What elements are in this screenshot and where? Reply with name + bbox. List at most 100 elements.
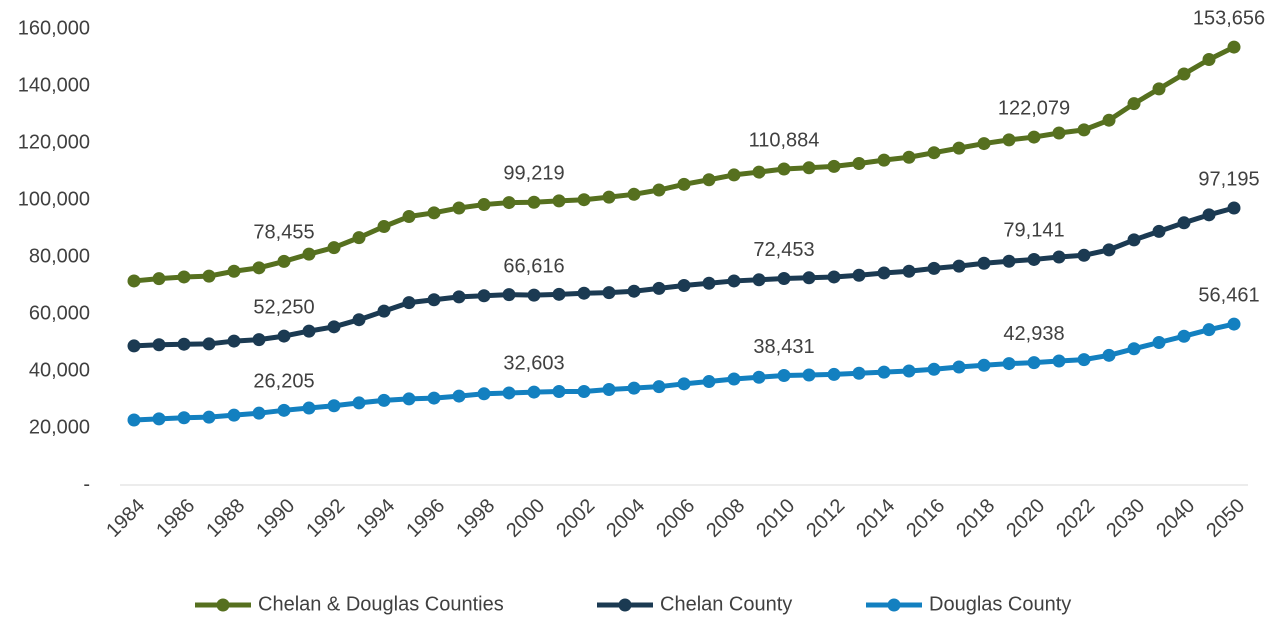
data-point [202, 337, 216, 351]
x-tick-label: 2030 [1102, 495, 1149, 542]
y-tick-label: 80,000 [29, 245, 90, 267]
data-point [702, 375, 716, 389]
data-point [502, 386, 516, 400]
data-point [652, 281, 666, 295]
data-label: 42,938 [1003, 323, 1064, 345]
x-tick-label: 1998 [452, 495, 499, 542]
data-point [702, 173, 716, 187]
data-point [352, 231, 366, 245]
data-point [1027, 130, 1041, 144]
data-point [127, 274, 141, 288]
data-point [777, 272, 791, 286]
data-point [477, 289, 491, 303]
data-point [627, 187, 641, 201]
data-point [577, 385, 591, 399]
x-tick-label: 2008 [702, 495, 749, 542]
data-point [277, 254, 291, 268]
data-point [527, 385, 541, 399]
legend-marker [887, 598, 901, 612]
data-label: 153,656 [1193, 7, 1265, 29]
data-point [1127, 97, 1141, 111]
data-point [702, 276, 716, 290]
data-point [302, 247, 316, 261]
data-point [727, 274, 741, 288]
data-point [152, 272, 166, 286]
data-point [502, 288, 516, 302]
data-point [1152, 224, 1166, 238]
data-point [402, 210, 416, 224]
data-point [127, 339, 141, 353]
data-label: 32,603 [503, 352, 564, 374]
data-point [1027, 252, 1041, 266]
legend-marker [618, 598, 632, 612]
data-point [1202, 323, 1216, 337]
x-tick-label: 2020 [1002, 495, 1049, 542]
data-point [677, 177, 691, 191]
legend-marker [216, 598, 230, 612]
data-label: 78,455 [253, 222, 314, 244]
data-point [377, 220, 391, 234]
data-point [952, 360, 966, 374]
data-point [1127, 342, 1141, 356]
data-point [452, 201, 466, 215]
data-point [977, 358, 991, 372]
data-point [277, 403, 291, 417]
legend-label: Chelan & Douglas Counties [258, 593, 504, 615]
y-tick-label: 40,000 [29, 359, 90, 381]
x-tick-label: 2004 [602, 495, 649, 542]
data-point [177, 270, 191, 284]
data-point [802, 368, 816, 382]
data-point [202, 410, 216, 424]
data-point [877, 365, 891, 379]
data-point [427, 206, 441, 220]
data-point [552, 385, 566, 399]
x-tick-label: 1984 [102, 495, 149, 542]
data-point [227, 408, 241, 422]
data-point [652, 380, 666, 394]
data-point [1002, 254, 1016, 268]
data-point [552, 194, 566, 208]
data-point [227, 264, 241, 278]
data-label: 99,219 [503, 163, 564, 185]
data-point [752, 165, 766, 179]
x-tick-label: 2006 [652, 495, 699, 542]
x-tick-label: 2040 [1152, 495, 1199, 542]
x-tick-label: 2014 [852, 495, 899, 542]
data-point [777, 162, 791, 176]
data-point [677, 377, 691, 391]
data-point [1102, 348, 1116, 362]
legend-label: Douglas County [929, 593, 1071, 615]
data-point [552, 287, 566, 301]
data-label: 38,431 [753, 336, 814, 358]
y-tick-label: 120,000 [18, 131, 90, 153]
data-point [752, 370, 766, 384]
data-point [752, 273, 766, 287]
data-point [902, 264, 916, 278]
data-label: 79,141 [1003, 220, 1064, 242]
data-point [252, 261, 266, 275]
y-tick-label: 160,000 [18, 17, 90, 39]
data-point [952, 259, 966, 273]
x-tick-label: 2018 [952, 495, 999, 542]
data-point [477, 387, 491, 401]
data-point [902, 150, 916, 164]
data-point [1177, 67, 1191, 81]
data-point [927, 362, 941, 376]
data-point [877, 153, 891, 167]
data-point [852, 157, 866, 171]
data-point [852, 366, 866, 380]
x-tick-label: 2000 [502, 495, 549, 542]
data-label: 66,616 [503, 255, 564, 277]
data-point [1052, 126, 1066, 140]
data-point [152, 412, 166, 426]
data-point [1152, 336, 1166, 349]
data-point [1052, 250, 1066, 264]
x-tick-label: 2050 [1202, 495, 1249, 542]
data-point [327, 320, 341, 334]
data-point [452, 389, 466, 403]
data-point [1177, 216, 1191, 230]
data-point [1152, 82, 1166, 96]
data-label: 110,884 [749, 129, 820, 151]
x-tick-label: 2022 [1052, 495, 1099, 542]
